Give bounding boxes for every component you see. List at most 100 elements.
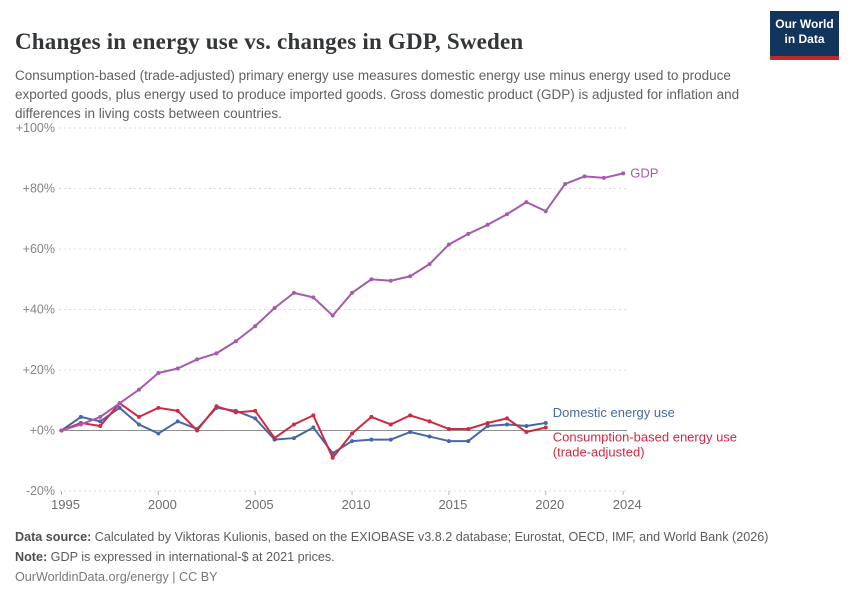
note-label: Note: (15, 550, 48, 564)
series-marker[interactable] (291, 422, 296, 427)
series-marker[interactable] (175, 366, 180, 371)
series-marker[interactable] (388, 422, 393, 427)
series-marker[interactable] (446, 242, 451, 247)
series-marker[interactable] (59, 428, 64, 433)
series-marker[interactable] (427, 434, 432, 439)
series-end-label: (trade-adjusted) (553, 444, 645, 459)
line-chart-canvas[interactable]: +100% +80% +60% +40% +20% +0% -20%1995 2000 2005… (0, 110, 850, 520)
series-marker[interactable] (311, 425, 316, 430)
series-marker[interactable] (253, 324, 258, 329)
series-marker[interactable] (214, 404, 219, 409)
x-tick-label: 1995 (51, 497, 80, 512)
series-marker[interactable] (272, 436, 277, 441)
series-marker[interactable] (446, 439, 451, 444)
series-marker[interactable] (330, 455, 335, 460)
series-marker[interactable] (311, 295, 316, 300)
series-marker[interactable] (195, 428, 200, 433)
series-marker[interactable] (330, 313, 335, 318)
series-marker[interactable] (233, 410, 238, 415)
series-end-label: Domestic energy use (553, 405, 675, 420)
series-marker[interactable] (524, 430, 529, 435)
series-marker[interactable] (524, 423, 529, 428)
series-marker[interactable] (466, 439, 471, 444)
series-marker[interactable] (388, 278, 393, 283)
series-marker[interactable] (466, 426, 471, 431)
series-marker[interactable] (601, 175, 606, 180)
series-marker[interactable] (408, 430, 413, 435)
series-marker[interactable] (98, 419, 103, 424)
series-marker[interactable] (505, 212, 510, 217)
series-marker[interactable] (117, 401, 122, 406)
series-marker[interactable] (214, 351, 219, 356)
note-text: GDP is expressed in international-$ at 2… (47, 550, 335, 564)
series-marker[interactable] (369, 277, 374, 282)
series-marker[interactable] (78, 414, 83, 419)
y-tick-label: +80% (23, 182, 55, 196)
series-marker[interactable] (156, 405, 161, 410)
series-marker[interactable] (369, 437, 374, 442)
series-marker[interactable] (466, 231, 471, 236)
series-marker[interactable] (350, 439, 355, 444)
series-marker[interactable] (175, 408, 180, 413)
series-marker[interactable] (291, 436, 296, 441)
x-tick-label: 2000 (148, 497, 177, 512)
series-marker[interactable] (369, 414, 374, 419)
series-line-domestic-energy-use[interactable] (60, 406, 546, 455)
y-tick-label: -20% (26, 484, 55, 498)
series-marker[interactable] (408, 274, 413, 279)
owid-logo-line1: Our World (775, 17, 834, 31)
series-marker[interactable] (98, 414, 103, 419)
series-line-consumption-based-energy-use-trade-adjusted-[interactable] (61, 402, 546, 459)
series-marker[interactable] (350, 290, 355, 295)
y-tick-label: +60% (23, 242, 55, 256)
series-marker[interactable] (446, 426, 451, 431)
series-marker[interactable] (485, 423, 490, 428)
page-title: Changes in energy use vs. changes in GDP… (15, 29, 524, 55)
series-marker[interactable] (543, 425, 548, 430)
series-marker[interactable] (291, 290, 296, 295)
series-marker[interactable] (233, 339, 238, 344)
series-marker[interactable] (582, 174, 587, 179)
series-marker[interactable] (253, 416, 258, 421)
series-marker[interactable] (427, 419, 432, 424)
series-marker[interactable] (427, 262, 432, 267)
series-marker[interactable] (136, 414, 141, 419)
series-marker[interactable] (117, 405, 122, 410)
note-line: Note: GDP is expressed in international-… (15, 550, 335, 564)
y-tick-label: +0% (30, 424, 55, 438)
series-marker[interactable] (156, 431, 161, 436)
series-marker[interactable] (195, 357, 200, 362)
series-marker[interactable] (78, 422, 83, 427)
series-marker[interactable] (388, 437, 393, 442)
series-marker[interactable] (505, 422, 510, 427)
series-end-label: Consumption-based energy use (553, 429, 737, 444)
series-marker[interactable] (136, 387, 141, 392)
series-marker[interactable] (485, 222, 490, 227)
series-marker[interactable] (253, 408, 258, 413)
series-marker[interactable] (505, 416, 510, 421)
license-link[interactable]: OurWorldinData.org/energy | CC BY (15, 570, 218, 584)
owid-logo[interactable]: Our World in Data (770, 11, 839, 60)
y-tick-label: +20% (23, 363, 55, 377)
series-marker[interactable] (408, 413, 413, 418)
series-marker[interactable] (563, 181, 568, 186)
series-marker[interactable] (175, 419, 180, 424)
series-marker[interactable] (524, 200, 529, 205)
series-line-gdp[interactable] (61, 172, 624, 432)
series-marker[interactable] (311, 413, 316, 418)
x-tick-label: 2010 (342, 497, 371, 512)
series-marker[interactable] (350, 431, 355, 436)
series-marker[interactable] (621, 171, 626, 176)
series-marker[interactable] (272, 305, 277, 310)
series-marker[interactable] (156, 371, 161, 376)
series-marker[interactable] (485, 420, 490, 425)
x-tick-label: 2005 (245, 497, 274, 512)
chart-subtitle: Consumption-based (trade-adjusted) prima… (15, 67, 740, 121)
series-marker[interactable] (543, 209, 548, 214)
y-tick-label: +40% (23, 303, 55, 317)
data-source-text: Calculated by Viktoras Kulionis, based o… (91, 530, 769, 544)
series-marker[interactable] (543, 420, 548, 425)
series-marker[interactable] (136, 422, 141, 427)
series-marker[interactable] (98, 423, 103, 428)
x-tick-label: 2024 (613, 497, 642, 512)
